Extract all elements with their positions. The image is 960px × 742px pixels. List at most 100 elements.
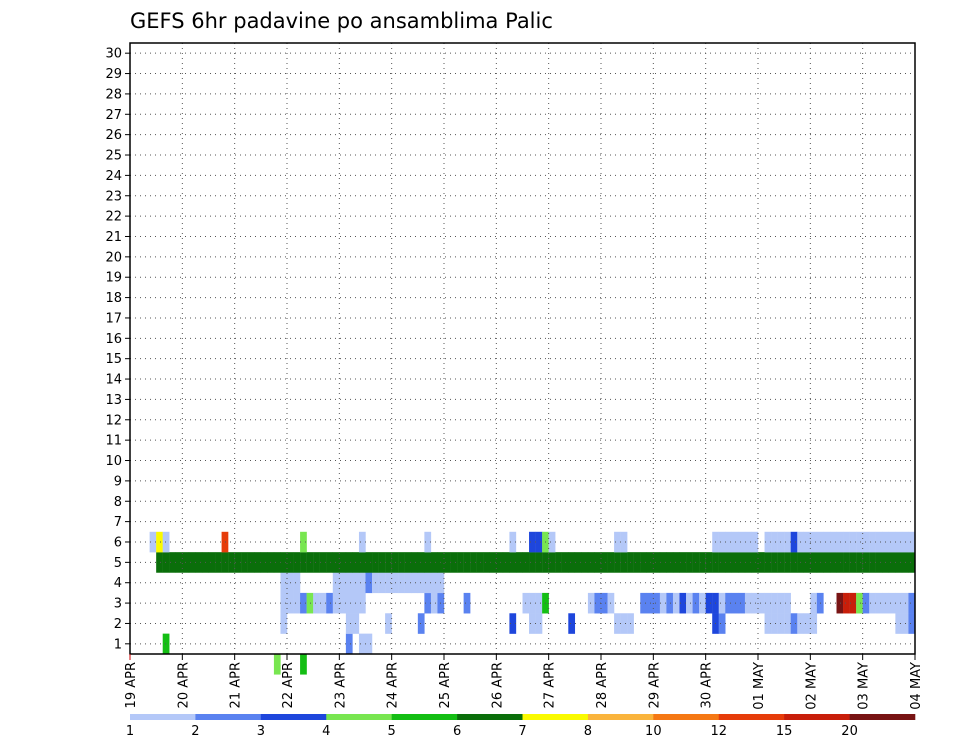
heatmap-cell — [849, 552, 857, 573]
heatmap-cell — [725, 592, 733, 614]
heatmap-cell — [705, 592, 713, 614]
heatmap-cell — [895, 592, 903, 614]
heatmap-cell — [332, 552, 340, 573]
heatmap-cell — [758, 592, 765, 614]
heatmap-cell — [810, 613, 818, 634]
heatmap-cell — [856, 592, 863, 614]
x-tick-label: 24 APR — [386, 662, 401, 708]
heatmap-cell — [771, 531, 778, 553]
x-tick-label: 27 APR — [543, 662, 558, 708]
heatmap-cell — [614, 531, 621, 553]
heatmap-cell — [823, 552, 831, 573]
heatmap-cell — [725, 552, 733, 573]
heatmap-cell — [810, 531, 818, 553]
y-tick-label: 28 — [105, 87, 122, 102]
heatmap-cell — [810, 592, 818, 614]
heatmap-cell — [771, 552, 778, 573]
heatmap-cell — [764, 552, 772, 573]
heatmap-cell — [345, 633, 353, 655]
heatmap-cell — [417, 552, 425, 573]
colorbar-tick-label: 12 — [710, 724, 727, 739]
colorbar-tick-label: 1 — [126, 724, 134, 739]
heatmap-cell — [764, 613, 772, 634]
y-tick-label: 1 — [114, 637, 122, 652]
y-tick-label: 2 — [114, 617, 122, 632]
heatmap-cell — [339, 572, 347, 594]
x-tick-label: 30 APR — [700, 662, 715, 708]
heatmap-cell — [640, 552, 647, 573]
x-tick-label: 25 APR — [438, 662, 453, 708]
y-tick-label: 4 — [114, 576, 122, 591]
colorbar-segment — [587, 714, 654, 720]
heatmap-cell — [869, 592, 876, 614]
heatmap-cell — [332, 572, 340, 594]
heatmap-cell — [751, 552, 759, 573]
grid-layer — [130, 43, 915, 654]
colorbar-segment — [130, 714, 196, 720]
heatmap-cell — [502, 552, 510, 573]
colorbar-tick-label: 4 — [322, 724, 330, 739]
heatmap-cell — [784, 531, 791, 553]
heatmap-cell — [856, 552, 863, 573]
heatmap-cell — [234, 552, 242, 573]
heatmap-cell — [306, 592, 314, 614]
y-tick-label: 22 — [105, 210, 122, 225]
colorbar-tick-label: 20 — [841, 724, 858, 739]
heatmap-cell — [555, 552, 562, 573]
heatmap-cell — [875, 531, 883, 553]
heatmap-cell — [358, 531, 366, 553]
heatmap-cell — [509, 613, 517, 634]
plot-frame — [129, 42, 916, 655]
heatmap-cell — [686, 552, 693, 573]
colorbar-tick-label: 3 — [257, 724, 265, 739]
heatmap-cell — [241, 552, 248, 573]
heatmap-cell — [156, 552, 163, 573]
heatmap-cell — [738, 592, 746, 614]
heatmap-cell — [843, 531, 850, 553]
heatmap-cell — [470, 552, 477, 573]
heatmap-cell — [345, 572, 353, 594]
heatmap-cell — [666, 592, 674, 614]
y-tick-label: 7 — [114, 515, 122, 530]
heatmap-cell — [529, 531, 536, 553]
heatmap-cell — [620, 552, 628, 573]
heatmap-cell — [529, 613, 536, 634]
heatmap-cell — [601, 552, 608, 573]
heatmap-cell — [280, 613, 288, 634]
heatmap-cell — [313, 552, 320, 573]
heatmap-cell — [463, 552, 471, 573]
x-tick-label: 20 APR — [176, 662, 191, 708]
colorbar-tick-label: 15 — [776, 724, 793, 739]
heatmap-cell — [672, 592, 680, 614]
x-tick-label: 26 APR — [490, 662, 505, 708]
heatmap-cell — [339, 592, 347, 614]
heatmap-cell — [574, 552, 582, 573]
heatmap-cell — [385, 572, 392, 594]
heatmap-cell — [417, 572, 425, 594]
heatmap-cell — [515, 552, 523, 573]
y-tick-label: 13 — [105, 393, 122, 408]
heatmap-cell — [156, 531, 163, 553]
heatmap-cell — [908, 531, 915, 553]
heatmap-cell — [640, 592, 647, 614]
y-tick-label: 12 — [105, 413, 122, 428]
y-tick-label: 14 — [105, 373, 122, 388]
heatmap-cell — [535, 552, 543, 573]
heatmap-cell — [319, 592, 327, 614]
heatmap-cell — [398, 572, 405, 594]
heatmap-cell — [875, 552, 883, 573]
heatmap-cell — [699, 592, 706, 614]
colorbar-segment — [457, 714, 523, 720]
heatmap-cell — [424, 592, 432, 614]
heatmap-cell — [718, 552, 726, 573]
heatmap-cell — [358, 592, 366, 614]
heatmap-cell — [300, 552, 307, 573]
heatmap-cell — [672, 552, 680, 573]
y-tick-label: 15 — [105, 352, 122, 367]
heatmap-cell — [725, 531, 733, 553]
heatmap-cell — [895, 613, 903, 634]
heatmap-cell — [358, 552, 366, 573]
heatmap-cell — [908, 613, 915, 634]
heatmap-cell — [535, 613, 543, 634]
heatmap-cell — [823, 531, 831, 553]
